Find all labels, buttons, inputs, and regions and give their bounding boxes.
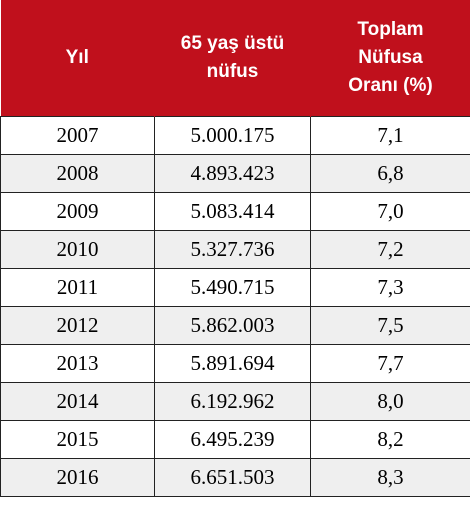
population-cell: 5.862.003 (154, 306, 311, 345)
population-cell: 6.651.503 (154, 458, 311, 497)
year-cell: 2008 (0, 154, 155, 193)
table-row: 2007 5.000.175 7,1 (0, 116, 470, 155)
year-cell: 2013 (0, 344, 155, 383)
ratio-cell: 7,3 (310, 268, 470, 307)
header-population-line: nüfus (206, 61, 259, 82)
ratio-cell: 6,8 (310, 154, 470, 193)
population-cell: 5.327.736 (154, 230, 311, 269)
table-body: 2007 5.000.175 7,1 2008 4.893.423 6,8 2009 5.08… (0, 116, 470, 497)
ratio-cell: 7,1 (310, 116, 470, 155)
year-cell: 2010 (0, 230, 155, 269)
ratio-cell: 7,7 (310, 344, 470, 383)
year-cell: 2011 (0, 268, 155, 307)
table-row: 2012 5.862.003 7,5 (0, 306, 470, 345)
header-ratio-line: Oranı (%) (348, 75, 433, 96)
year-cell: 2007 (0, 116, 155, 155)
population-cell: 5.083.414 (154, 192, 311, 231)
table-row: 2015 6.495.239 8,2 (0, 420, 470, 459)
ratio-cell: 7,2 (310, 230, 470, 269)
ratio-cell: 8,0 (310, 382, 470, 421)
population-cell: 6.495.239 (154, 420, 311, 459)
year-cell: 2012 (0, 306, 155, 345)
header-year-line: Yıl (65, 47, 89, 68)
table-row: 2014 6.192.962 8,0 (0, 382, 470, 421)
ratio-cell: 7,5 (310, 306, 470, 345)
population-cell: 6.192.962 (154, 382, 311, 421)
population-table: Yıl 65 yaş üstü nüfus Toplam Nüfusa Oran… (0, 0, 470, 497)
table-row: 2008 4.893.423 6,8 (0, 154, 470, 193)
header-row: Yıl 65 yaş üstü nüfus Toplam Nüfusa Oran… (0, 0, 470, 117)
ratio-cell: 8,2 (310, 420, 470, 459)
year-cell: 2014 (0, 382, 155, 421)
table-row: 2013 5.891.694 7,7 (0, 344, 470, 383)
population-cell: 5.000.175 (154, 116, 311, 155)
table-row: 2011 5.490.715 7,3 (0, 268, 470, 307)
header-ratio-line: Nüfusa (358, 47, 423, 68)
table-row: 2016 6.651.503 8,3 (0, 458, 470, 497)
ratio-cell: 7,0 (310, 192, 470, 231)
header-ratio: Toplam Nüfusa Oranı (%) (310, 0, 470, 117)
header-year: Yıl (0, 0, 155, 117)
table-row: 2010 5.327.736 7,2 (0, 230, 470, 269)
year-cell: 2009 (0, 192, 155, 231)
header-population: 65 yaş üstü nüfus (154, 0, 311, 117)
year-cell: 2015 (0, 420, 155, 459)
ratio-cell: 8,3 (310, 458, 470, 497)
population-cell: 5.490.715 (154, 268, 311, 307)
population-cell: 4.893.423 (154, 154, 311, 193)
year-cell: 2016 (0, 458, 155, 497)
header-ratio-line: Toplam (357, 19, 424, 40)
table-header: Yıl 65 yaş üstü nüfus Toplam Nüfusa Oran… (0, 0, 470, 117)
table-row: 2009 5.083.414 7,0 (0, 192, 470, 231)
header-population-line: 65 yaş üstü (180, 33, 285, 54)
population-cell: 5.891.694 (154, 344, 311, 383)
